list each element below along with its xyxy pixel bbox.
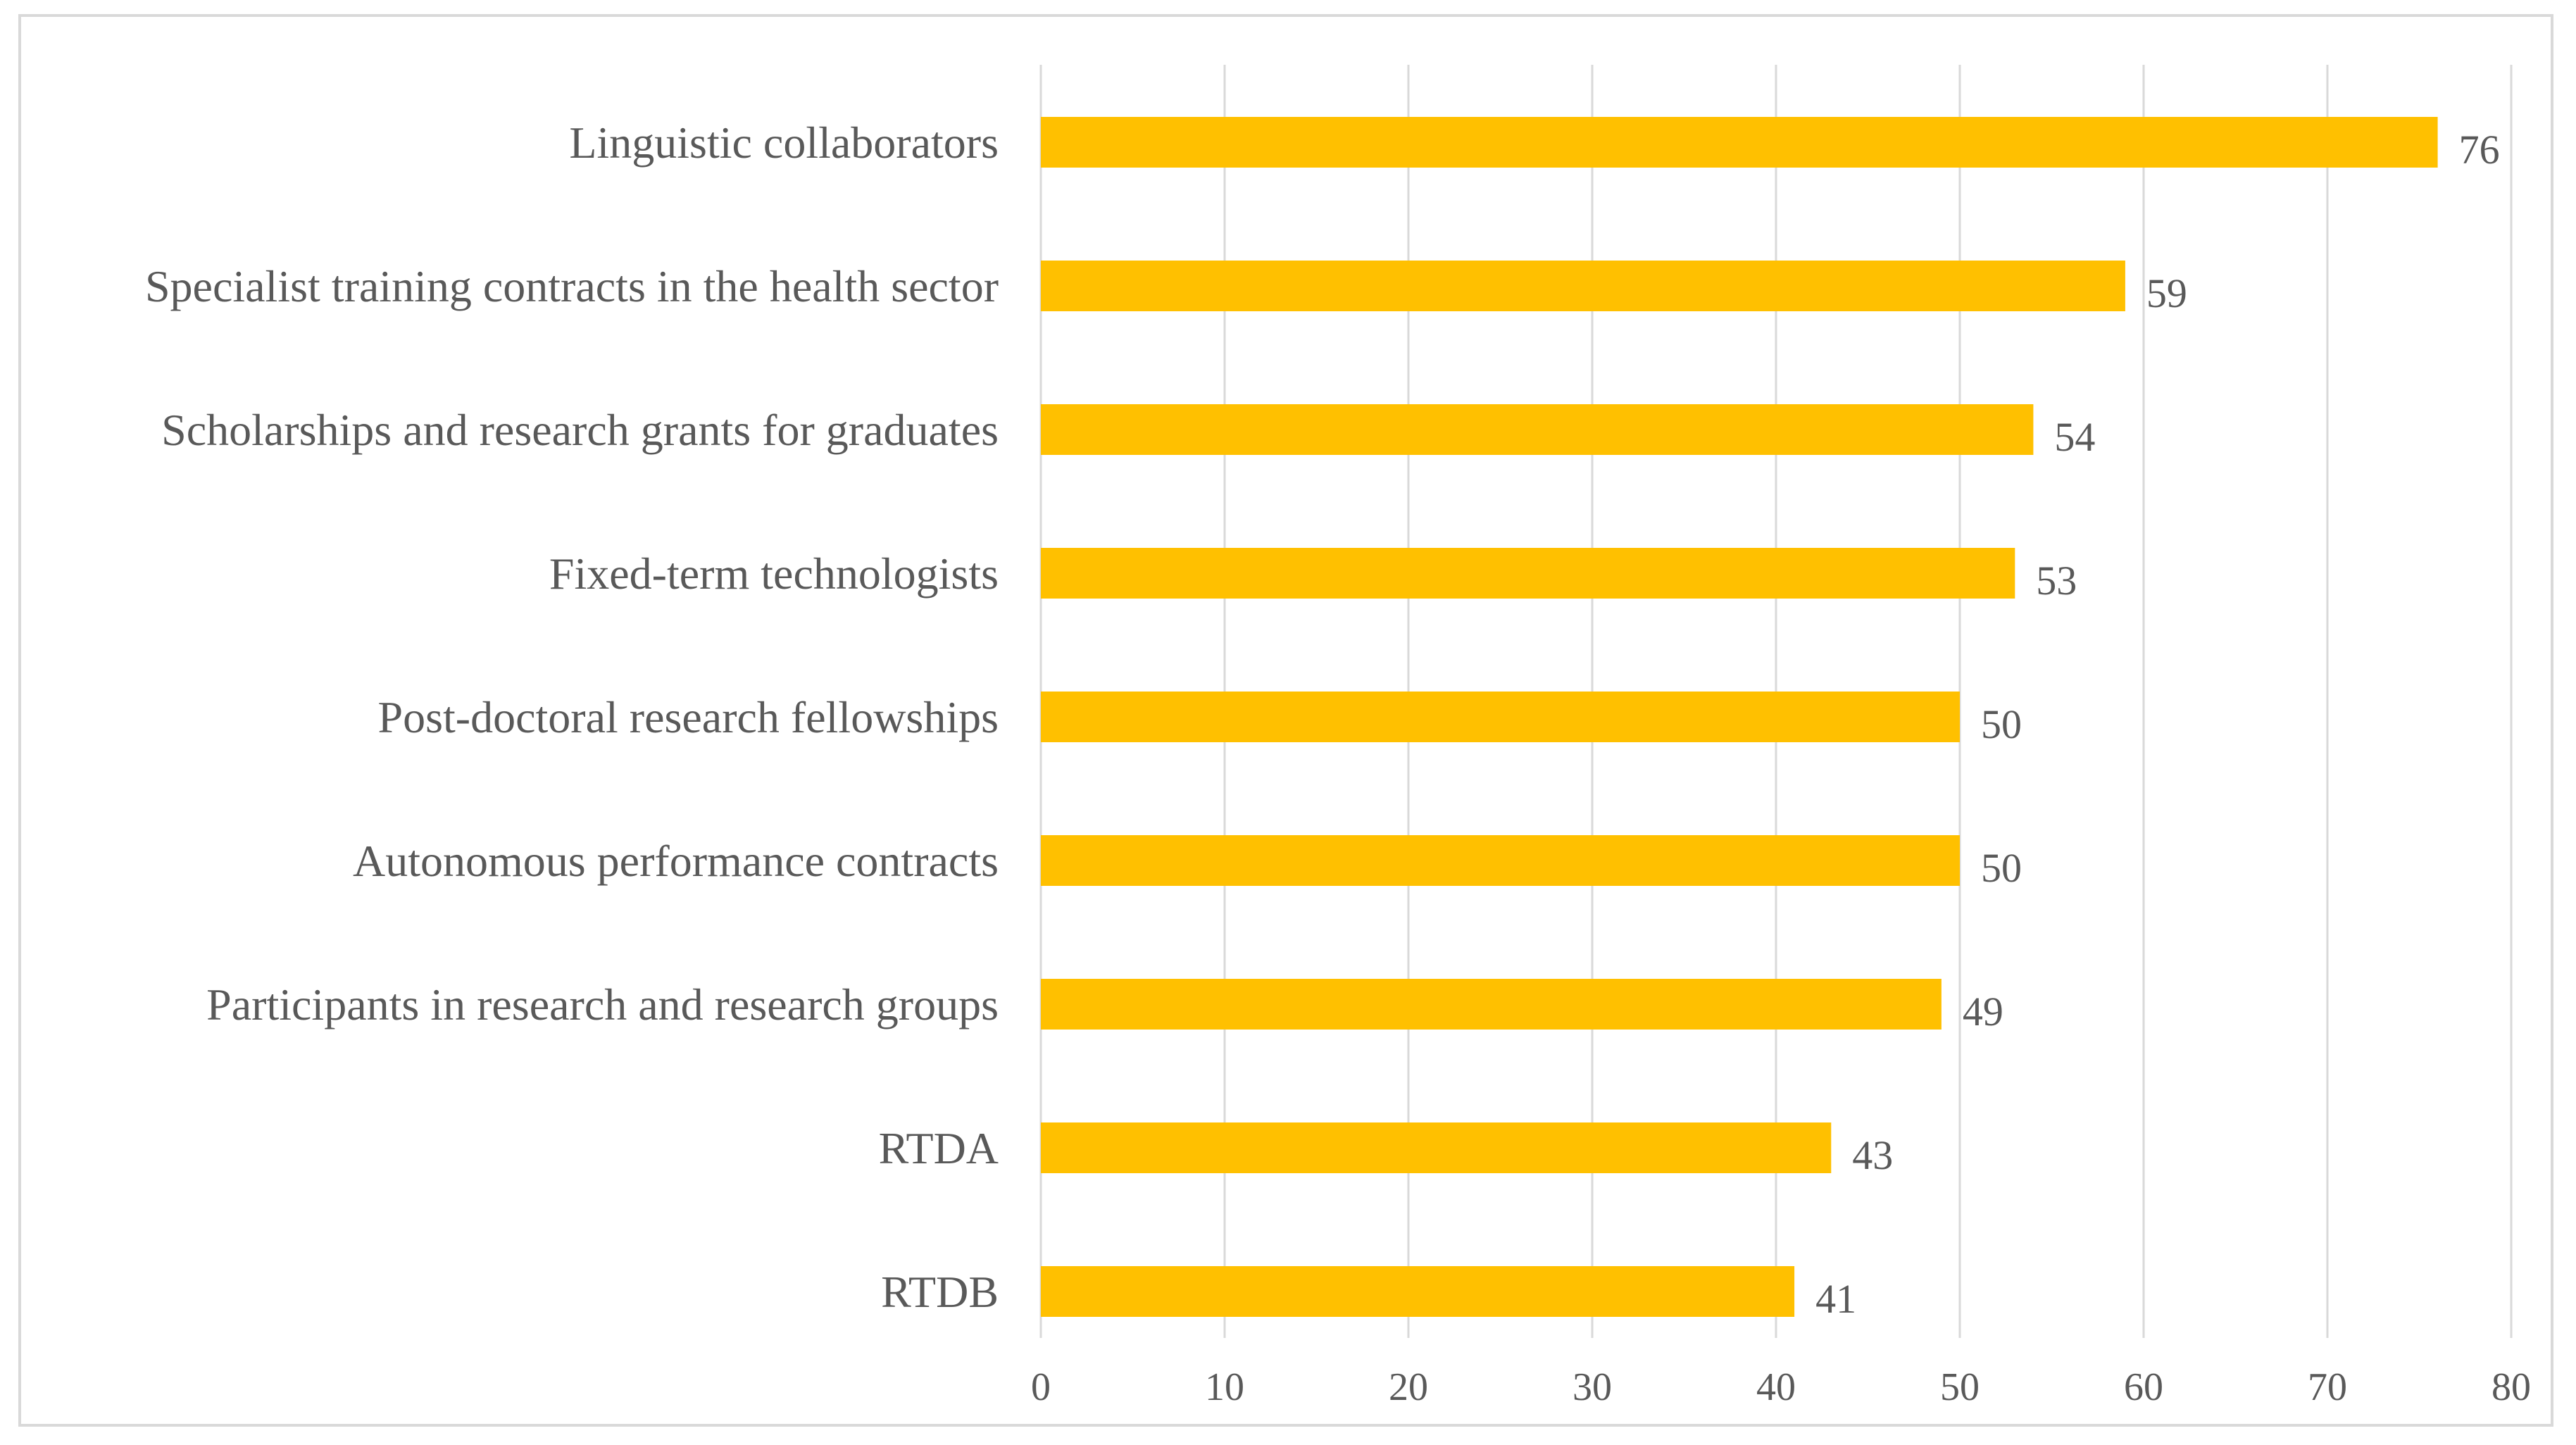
x-tick-label-70: 70 [2308,1365,2347,1409]
value-label-5: 50 [1981,701,2022,747]
category-label-7: Participants in research and research gr… [206,980,999,1030]
category-label-6: Autonomous performance contracts [353,836,999,886]
value-labels: 76 59 54 53 50 50 49 43 41 [1815,127,2500,1322]
x-tick-label-30: 30 [1573,1365,1612,1409]
category-label-8: RTDA [879,1123,999,1173]
category-label-3: Scholarships and research grants for gra… [161,405,999,455]
category-label-1: Linguistic collaborators [569,118,999,168]
value-label-7: 49 [1963,989,2003,1034]
category-label-5: Post-doctoral research fellowships [377,692,999,742]
value-label-9: 41 [1815,1276,1856,1322]
bar-3 [1041,404,2034,455]
x-tick-label-50: 50 [1940,1365,1980,1409]
x-tick-label-10: 10 [1205,1365,1244,1409]
bar-1 [1041,117,2438,168]
bar-5 [1041,692,1960,742]
x-tick-label-60: 60 [2124,1365,2163,1409]
bar-2 [1041,261,2125,311]
category-label-4: Fixed-term technologists [549,549,999,599]
value-label-4: 53 [2036,558,2077,603]
x-axis-tick-labels: 0 10 20 30 40 50 60 70 80 [1031,1365,2531,1409]
bars [1041,117,2438,1317]
value-label-3: 54 [2054,414,2095,460]
value-label-1: 76 [2459,127,2500,173]
category-labels: Linguistic collaborators Specialist train… [145,118,999,1317]
bar-9 [1041,1266,1795,1317]
bar-6 [1041,835,1960,886]
x-tick-label-20: 20 [1389,1365,1428,1409]
x-tick-label-40: 40 [1756,1365,1796,1409]
category-label-2: Specialist training contracts in the hea… [145,261,999,311]
bar-7 [1041,979,1942,1030]
value-label-2: 59 [2146,270,2187,316]
value-label-6: 50 [1981,845,2022,891]
value-label-8: 43 [1852,1132,1893,1178]
bar-4 [1041,548,2015,599]
category-label-9: RTDB [881,1267,999,1317]
x-tick-label-0: 0 [1031,1365,1051,1409]
x-tick-label-80: 80 [2491,1365,2531,1409]
bar-8 [1041,1122,1832,1173]
